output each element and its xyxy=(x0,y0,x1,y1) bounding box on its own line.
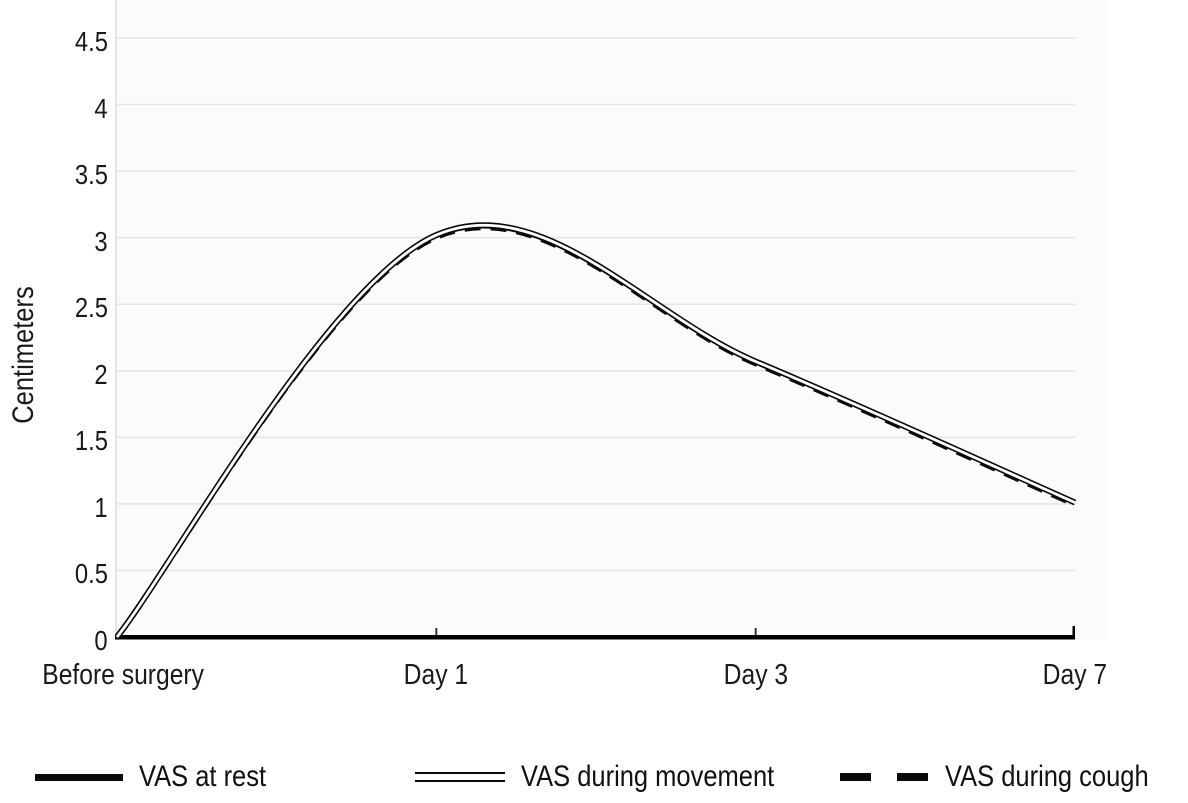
legend-item: VAS during cough xyxy=(840,760,1185,794)
x-category-text: Day 7 xyxy=(1042,659,1108,691)
legend-item: VAS at rest xyxy=(35,760,289,794)
y-tick-value: 0 xyxy=(94,625,108,656)
plot-area-background xyxy=(115,0,1107,639)
y-tick-value: 0.5 xyxy=(74,558,108,590)
y-tick-label: 1.5 xyxy=(20,426,108,456)
x-category-text: Day 1 xyxy=(404,659,469,691)
curve-vas-during-cough xyxy=(115,226,1076,640)
x-category-text: Before surgery xyxy=(42,659,204,691)
x-axis-line xyxy=(115,635,1075,640)
legend-swatch-solid-line xyxy=(35,773,123,781)
x-category-label: Before surgery xyxy=(3,658,243,692)
y-tick-label: 3 xyxy=(20,225,108,257)
curve-vas-at-rest xyxy=(115,224,1076,637)
y-tick-value: 2.5 xyxy=(74,292,108,324)
y-tick-label: 2 xyxy=(20,358,108,390)
y-tick-label: 0 xyxy=(20,626,108,656)
legend-label: VAS at rest xyxy=(139,760,267,793)
x-category-text: Day 3 xyxy=(723,659,788,691)
y-tick-label: 3.5 xyxy=(20,160,108,190)
y-tick-label: 4 xyxy=(20,92,108,124)
y-tick-label: 0.5 xyxy=(20,559,108,589)
y-tick-value: 1 xyxy=(94,491,108,523)
x-axis-tick xyxy=(435,628,438,635)
curve-vas-during-movement-outer xyxy=(114,222,1077,639)
legend-swatch-double-line xyxy=(415,772,505,782)
y-tick-value: 4.5 xyxy=(74,26,108,58)
x-category-label: Day 3 xyxy=(636,658,876,692)
y-tick-value: 3 xyxy=(94,225,108,257)
y-tick-label: 2.5 xyxy=(20,293,108,323)
legend-item: VAS during movement xyxy=(415,760,819,794)
y-tick-value: 1.5 xyxy=(74,425,108,457)
x-axis-tick xyxy=(754,628,757,635)
y-tick-value: 2 xyxy=(94,358,108,390)
legend: VAS at rest VAS during movement VAS during… xyxy=(0,760,1188,794)
curve-vas-during-movement-core xyxy=(115,223,1076,638)
legend-swatch-dashed-line xyxy=(840,773,928,781)
x-category-label: Day 1 xyxy=(316,658,556,692)
x-axis-end-tick xyxy=(1072,626,1075,635)
y-tick-value: 3.5 xyxy=(74,159,108,191)
y-tick-value: 4 xyxy=(94,92,108,124)
legend-label: VAS during movement xyxy=(521,760,775,793)
x-category-label: Day 7 xyxy=(955,658,1188,692)
legend-label: VAS during cough xyxy=(945,760,1149,793)
y-tick-label: 4.5 xyxy=(20,27,108,57)
y-axis-title: Centimeters xyxy=(7,286,40,424)
y-tick-label: 1 xyxy=(20,491,108,523)
